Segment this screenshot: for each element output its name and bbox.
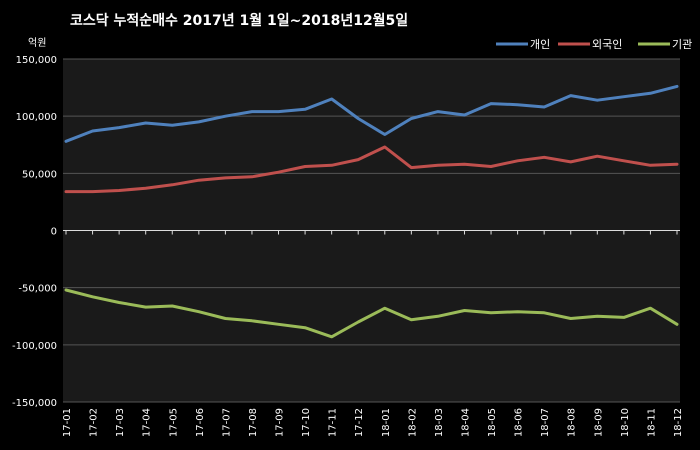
legend-label: 기관 <box>672 38 692 51</box>
x-tick-label: 18-09 <box>593 408 604 437</box>
y-tick-label: -100,000 <box>12 341 57 352</box>
x-tick-label: 18-02 <box>407 408 418 437</box>
y-tick-label: 0 <box>51 227 57 238</box>
x-tick-label: 17-02 <box>89 408 100 437</box>
y-tick-label: 150,000 <box>16 55 57 66</box>
x-tick-label: 18-10 <box>620 408 631 437</box>
x-tick-label: 18-07 <box>540 408 551 437</box>
x-tick-label: 18-08 <box>567 408 578 437</box>
x-tick-label: 17-03 <box>115 408 126 437</box>
x-tick-label: 18-04 <box>460 408 471 437</box>
x-tick-label: 18-01 <box>381 408 392 437</box>
legend-label: 외국인 <box>592 38 622 51</box>
x-tick-label: 17-06 <box>195 408 206 437</box>
y-tick-label: 100,000 <box>16 112 57 123</box>
y-tick-label: -150,000 <box>12 398 57 409</box>
x-tick-label: 17-11 <box>328 408 339 437</box>
chart: 코스닥 누적순매수 2017년 1월 1일~2018년12월5일 억원 150,… <box>0 0 700 450</box>
x-tick-label: 17-12 <box>354 408 365 437</box>
x-tick-label: 17-05 <box>168 408 179 437</box>
y-tick-label: 50,000 <box>22 169 57 180</box>
x-tick-label: 18-06 <box>514 408 525 437</box>
x-tick-label: 17-04 <box>142 408 153 437</box>
chart-title: 코스닥 누적순매수 2017년 1월 1일~2018년12월5일 <box>70 12 408 29</box>
x-tick-label: 17-07 <box>221 408 232 437</box>
y-tick-label: -50,000 <box>18 284 57 295</box>
x-tick-label: 17-10 <box>301 408 312 437</box>
x-tick-label: 18-11 <box>646 408 657 437</box>
x-tick-label: 18-12 <box>673 408 684 437</box>
legend-label: 개인 <box>530 38 550 51</box>
x-tick-label: 17-01 <box>62 408 73 437</box>
y-axis-unit: 억원 <box>28 37 46 49</box>
x-tick-label: 18-03 <box>434 408 445 437</box>
x-tick-label: 18-05 <box>487 408 498 437</box>
x-tick-label: 17-08 <box>248 408 259 437</box>
x-tick-label: 17-09 <box>275 408 286 437</box>
